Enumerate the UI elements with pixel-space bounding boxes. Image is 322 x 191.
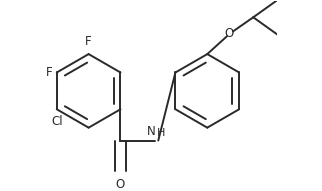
Text: O: O (225, 27, 234, 40)
Text: H: H (157, 128, 166, 138)
Text: F: F (85, 35, 92, 48)
Text: O: O (116, 178, 125, 191)
Text: N: N (147, 125, 156, 138)
Text: Cl: Cl (51, 115, 62, 128)
Text: F: F (45, 66, 52, 79)
